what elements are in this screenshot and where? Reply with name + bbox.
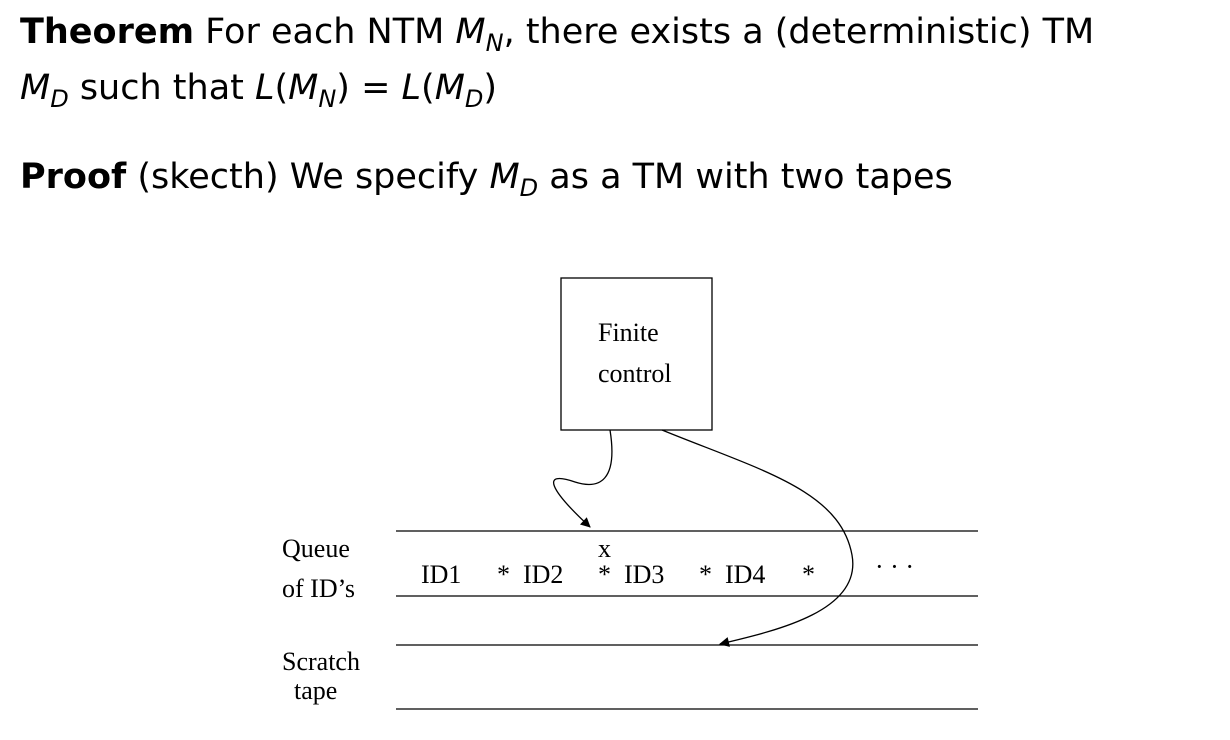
queue-label-line-1: Queue (282, 534, 350, 563)
finite-control-box (561, 278, 712, 430)
queue-head-arrow (554, 430, 612, 527)
queue-cell-separator: * (598, 560, 611, 589)
queue-ellipsis: · · · (875, 552, 914, 581)
queue-cell-id2: ID2 (523, 560, 563, 589)
queue-cell-id3: ID3 (624, 560, 664, 589)
scratch-label-line-2: tape (294, 676, 337, 705)
queue-cell-separator: * (802, 560, 815, 589)
queue-cell-id1: ID1 (421, 560, 461, 589)
queue-label-line-2: of ID’s (282, 574, 355, 603)
finite-control-line-1: Finite (598, 318, 659, 347)
finite-control-line-2: control (598, 359, 672, 388)
queue-cell-id4: ID4 (725, 560, 765, 589)
queue-cell-separator: * (497, 560, 510, 589)
queue-cell-separator: * (699, 560, 712, 589)
scratch-head-arrow (662, 430, 853, 644)
scratch-label-line-1: Scratch (282, 647, 360, 676)
queue-head-marker: x (598, 534, 611, 563)
